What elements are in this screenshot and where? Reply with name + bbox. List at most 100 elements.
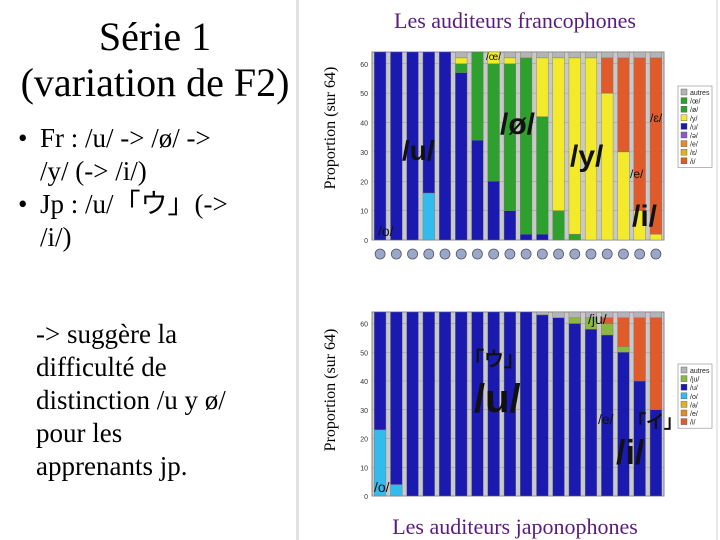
chart-annotation: 「ウ」 <box>464 347 524 371</box>
bar-segment-u <box>552 317 565 497</box>
bar-segment-u <box>438 51 452 241</box>
bar-segment-u <box>536 233 549 241</box>
bar-segment-oe <box>536 116 549 235</box>
legend-swatch <box>680 97 688 104</box>
note-line: pour les <box>36 418 123 448</box>
x-axis-marker <box>553 248 564 260</box>
legend-label: /a/ <box>690 402 698 409</box>
bar-segment-u <box>520 311 533 497</box>
title-line-1: Série 1 <box>98 14 212 59</box>
y-tick-label: 50 <box>360 91 368 98</box>
legend-label: /e/ <box>690 142 698 149</box>
chart-annotation: /ø/ <box>500 108 536 141</box>
legend-swatch <box>680 409 688 417</box>
plot-area <box>371 51 665 241</box>
bar-segment-u <box>374 311 387 431</box>
legend-swatch <box>680 375 688 382</box>
bar-segment-o <box>390 484 403 497</box>
bar-segment-autres <box>455 51 468 59</box>
legend-label: /i/ <box>690 159 696 166</box>
y-tick-label: 0 <box>364 494 368 501</box>
chart-annotation: /e/ <box>598 411 614 427</box>
bar-segment-u <box>422 51 435 194</box>
legend-swatch <box>680 114 688 122</box>
bar-segment-u <box>471 311 484 497</box>
bullet-french: Fr : /u/ -> /ø/ -> /y/ (-> /i/) <box>18 122 308 188</box>
plot-area <box>371 311 665 497</box>
bar-segment-y <box>487 51 500 64</box>
y-tick-label: 30 <box>360 408 368 415</box>
x-axis-marker <box>407 248 418 260</box>
bar-segment-oe <box>520 57 533 235</box>
bar-segment-u <box>536 314 549 497</box>
x-axis-marker <box>650 248 662 260</box>
bar-segment-y <box>503 57 516 64</box>
right-edge-line <box>716 0 718 540</box>
legend-label: /ɛ/ <box>690 150 697 157</box>
bar-segment-oe <box>487 63 500 182</box>
legend-label: /i/ <box>690 420 696 427</box>
bar-segment-u <box>374 51 387 241</box>
legend-swatch <box>680 131 688 139</box>
x-axis-marker <box>536 248 548 260</box>
chart-annotation: /i/ <box>632 200 658 233</box>
chart-annotation: /ju/ <box>588 311 607 327</box>
chart-annotation: /i/ <box>616 434 645 472</box>
legend-swatch <box>680 148 688 156</box>
bullet-japanese-line1: Jp : /u/「ウ」(-> <box>40 189 228 219</box>
bar-segment-u <box>503 210 516 241</box>
francophone-ylabel: Proportion (sur 64) <box>322 66 339 190</box>
y-tick-label: 0 <box>364 238 368 245</box>
bullet-french-line2: /y/ (-> /i/) <box>40 156 147 186</box>
chart-annotation: /u/ <box>402 135 435 166</box>
bar-segment-autres <box>584 51 598 59</box>
chart-annotation: /o/ <box>374 479 390 495</box>
japonophone-ylabel: Proportion (sur 64) <box>322 328 339 452</box>
bar-segment-autres <box>536 311 549 316</box>
bar-segment-oe <box>552 210 565 241</box>
legend-label: autres <box>690 368 710 375</box>
y-tick-label: 40 <box>360 379 368 386</box>
bar-segment-autres <box>568 311 581 318</box>
bar-segment-o <box>422 192 435 241</box>
x-axis-marker <box>601 248 613 260</box>
y-tick-label: 10 <box>360 209 368 216</box>
legend-swatch <box>680 418 688 425</box>
legend-label: /œ/ <box>690 99 701 106</box>
bar-segment-i <box>617 57 630 153</box>
bar-segment-oe <box>568 233 581 241</box>
bar-segment-ju <box>617 346 630 353</box>
legend-swatch <box>680 392 688 400</box>
x-axis-marker <box>374 248 386 260</box>
note-line: difficulté de <box>36 352 167 382</box>
title-line-2: (variation de F2) <box>20 60 290 105</box>
bar-segment-u <box>390 311 403 485</box>
bar-segment-autres <box>633 311 646 318</box>
y-tick-label: 60 <box>360 322 368 329</box>
bar-segment-autres <box>601 51 614 59</box>
legend-swatch <box>680 157 688 165</box>
bar-segment-oe <box>471 51 484 141</box>
bar-segment-autres <box>601 311 614 318</box>
bar-segment-i <box>617 317 630 347</box>
japonophone-heading: Les auditeurs japonophones <box>392 514 638 539</box>
x-axis-marker <box>472 248 483 260</box>
bar-segment-i <box>649 317 662 410</box>
x-axis-marker <box>488 248 500 260</box>
x-axis-marker <box>455 248 467 260</box>
bar-segment-u <box>455 72 468 241</box>
bar-segment-autres <box>633 51 646 59</box>
chart-annotation: /u/ <box>474 377 521 421</box>
bar-segment-y <box>552 57 565 211</box>
bar-segment-autres <box>552 51 565 59</box>
legend-label: /u/ <box>690 124 698 131</box>
bar-segment-autres <box>617 51 630 59</box>
bar-segment-autres <box>552 311 565 318</box>
chart-annotation: /œ/ <box>486 52 501 63</box>
conclusion-note: -> suggère la difficulté de distinction … <box>36 318 334 483</box>
column-divider <box>296 0 299 540</box>
bar-segment-y <box>536 57 549 117</box>
bar-segment-y <box>617 151 630 241</box>
legend-label: /ju/ <box>690 377 699 384</box>
x-axis-marker <box>618 248 629 260</box>
